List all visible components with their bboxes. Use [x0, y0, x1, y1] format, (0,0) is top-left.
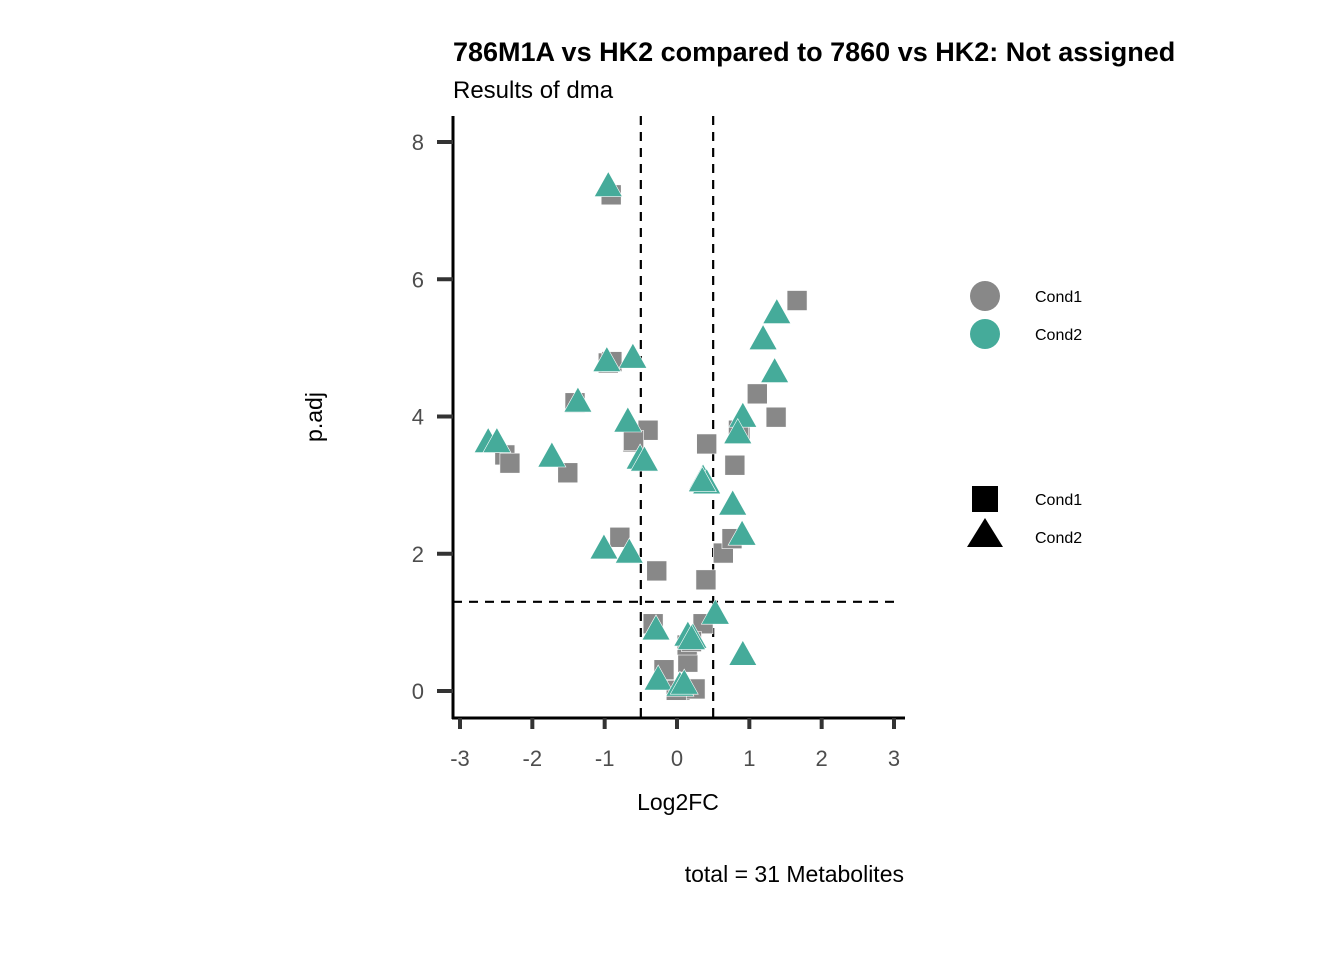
- point-cond2: [687, 466, 717, 492]
- x-tick-label: 1: [743, 746, 755, 771]
- point-cond1: [724, 454, 746, 476]
- legend: Cond1 Cond2 Cond1 Cond2: [967, 281, 1082, 547]
- legend-label: Cond1: [1035, 492, 1082, 509]
- point-cond1: [786, 290, 808, 311]
- y-tick-label: 4: [412, 405, 424, 430]
- chart-subtitle: Results of dma: [453, 77, 614, 104]
- y-tick-label: 8: [412, 130, 424, 155]
- point-cond2: [727, 519, 757, 546]
- legend-square-icon: [972, 486, 998, 512]
- point-cond2: [728, 639, 758, 666]
- point-cond2: [614, 537, 644, 564]
- point-cond1: [646, 560, 668, 582]
- legend-triangle-icon: [967, 518, 1003, 547]
- point-cond2: [592, 345, 622, 372]
- caption: total = 31 Metabolites: [685, 861, 904, 887]
- point-cond1: [765, 406, 787, 428]
- legend-circle-cond2: [970, 319, 1000, 349]
- point-cond2: [643, 664, 673, 691]
- point-cond2: [760, 356, 790, 383]
- y-tick-label: 2: [412, 542, 424, 567]
- point-cond2: [629, 445, 659, 472]
- x-tick-label: 2: [816, 746, 828, 771]
- point-cond2: [563, 386, 593, 413]
- point-cond1: [746, 383, 768, 405]
- y-ticks: 0 2 4 6 8: [412, 130, 453, 704]
- point-cond2: [537, 441, 567, 468]
- point-cond2: [723, 418, 753, 444]
- x-axis-label: Log2FC: [637, 789, 719, 815]
- x-tick-label: -1: [595, 746, 615, 771]
- point-cond2: [669, 668, 699, 695]
- point-cond2: [718, 489, 748, 516]
- threshold-lines: [453, 116, 897, 718]
- point-cond1: [609, 526, 631, 548]
- point-cond2: [728, 401, 758, 428]
- point-cond2: [613, 406, 643, 433]
- x-tick-label: -2: [523, 746, 543, 771]
- y-tick-label: 6: [412, 267, 424, 292]
- point-cond1: [557, 462, 579, 484]
- point-cond2: [762, 297, 792, 324]
- point-cond1: [499, 452, 521, 474]
- data-points: [473, 170, 808, 701]
- x-tick-label: 0: [671, 746, 683, 771]
- legend-label: Cond1: [1035, 289, 1082, 306]
- legend-label: Cond2: [1035, 530, 1082, 547]
- x-ticks: -3 -2 -1 0 1 2 3: [450, 718, 900, 771]
- point-cond2: [618, 342, 648, 369]
- x-tick-label: -3: [450, 746, 470, 771]
- y-tick-label: 0: [412, 679, 424, 704]
- point-cond2: [589, 533, 619, 560]
- x-tick-label: 3: [888, 746, 900, 771]
- point-cond2: [641, 614, 671, 641]
- legend-label: Cond2: [1035, 327, 1082, 344]
- point-cond2: [482, 426, 512, 453]
- legend-circle-cond1: [970, 281, 1000, 311]
- point-cond2: [748, 324, 778, 350]
- y-axis-label: p.adj: [301, 392, 327, 442]
- point-cond2: [676, 623, 706, 650]
- chart-title: 786M1A vs HK2 compared to 7860 vs HK2: N…: [453, 37, 1175, 67]
- point-cond2: [593, 170, 623, 197]
- point-cond1: [695, 569, 717, 591]
- point-cond2: [700, 598, 730, 625]
- point-cond1: [696, 433, 717, 455]
